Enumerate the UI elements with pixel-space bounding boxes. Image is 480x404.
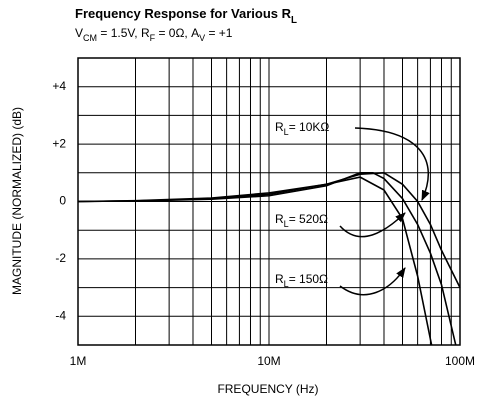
series-label: RL= 520Ω: [275, 212, 328, 229]
subscript: L: [284, 219, 289, 229]
subscript: V: [199, 33, 205, 43]
text-part: R: [275, 212, 284, 226]
text-part: = 520Ω: [289, 212, 328, 226]
x-tick-label: 10M: [257, 354, 280, 368]
annotation-arrow: [354, 127, 430, 201]
text-part: = 10KΩ: [289, 120, 330, 134]
annotation-arrow: [339, 267, 406, 296]
y-tick-label: +2: [52, 136, 66, 150]
line-series: [77, 176, 433, 346]
text-part: = +1: [205, 26, 233, 40]
text-part: Frequency Response for Various R: [75, 6, 292, 21]
subscript: CM: [83, 33, 97, 43]
subscript: L: [284, 279, 289, 289]
text-part: R: [275, 272, 284, 286]
series-label: RL= 150Ω: [275, 272, 328, 289]
y-tick-label: 0: [59, 194, 66, 208]
x-axis-label: FREQUENCY (Hz): [217, 382, 318, 396]
subscript: L: [284, 127, 289, 137]
y-axis-label: MAGNITUDE (NORMALIZED) (dB): [10, 107, 24, 295]
subscript: F: [150, 33, 156, 43]
x-tick-label: 100M: [445, 354, 475, 368]
text-part: R: [275, 120, 284, 134]
text-part: V: [75, 26, 83, 40]
y-tick-label: +4: [52, 79, 66, 93]
y-tick-label: -4: [55, 308, 66, 322]
text-part: = 0Ω, A: [155, 26, 199, 40]
y-tick-label: -2: [55, 251, 66, 265]
series-label: RL= 10KΩ: [275, 120, 329, 137]
text-part: = 1.5V, R: [97, 26, 150, 40]
chart-subtitle: VCM = 1.5V, RF = 0Ω, AV = +1: [75, 26, 233, 43]
chart-title: Frequency Response for Various RL: [75, 6, 297, 26]
annotation-arrow: [339, 212, 406, 238]
x-tick-label: 1M: [70, 354, 87, 368]
line-series: [77, 172, 457, 346]
text-part: = 150Ω: [289, 272, 328, 286]
subscript: L: [291, 15, 297, 26]
